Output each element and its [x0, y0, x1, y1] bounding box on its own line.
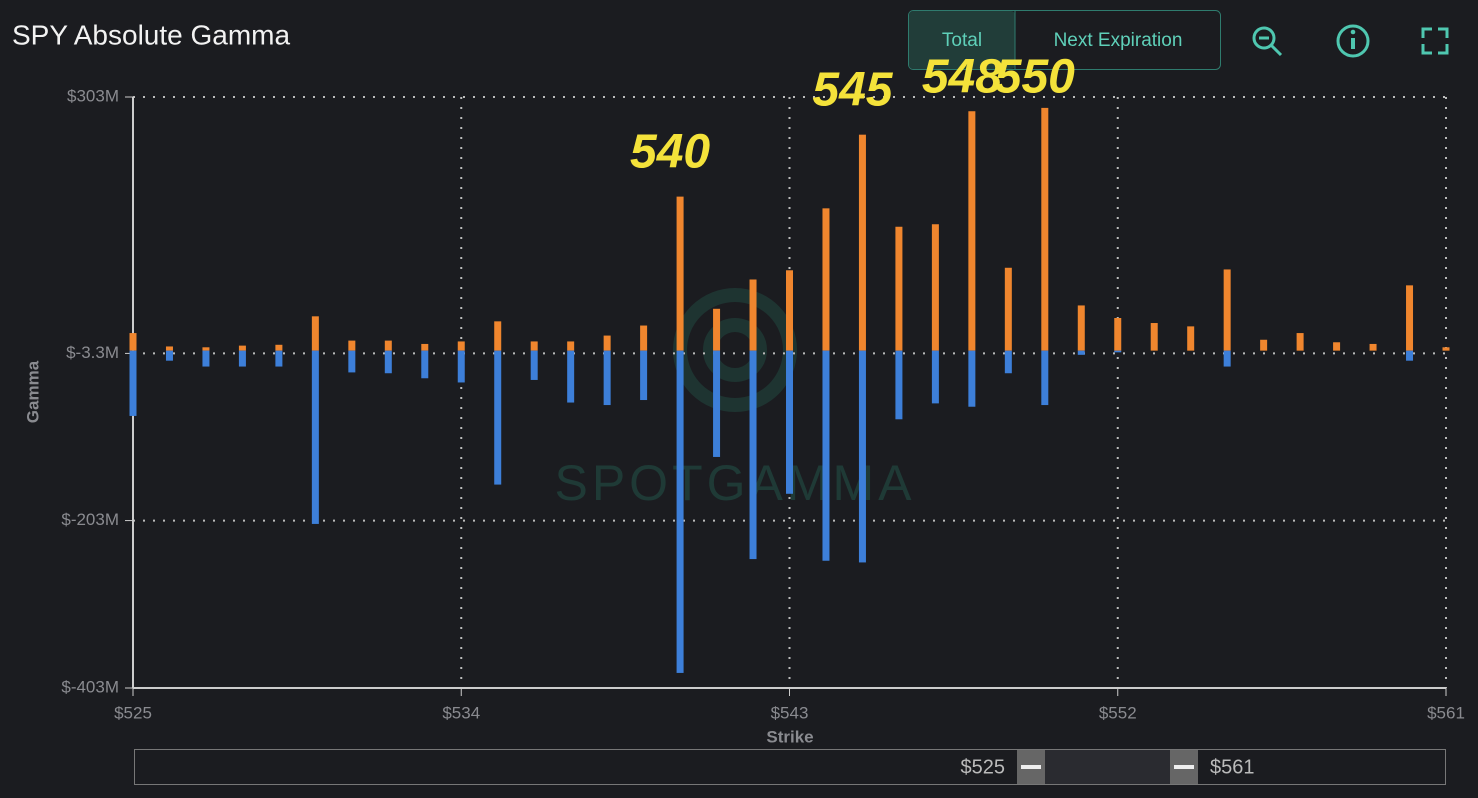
bar [457, 341, 465, 351]
toggle-active[interactable] [909, 11, 1015, 69]
x-tick-label: $561 [1427, 703, 1465, 722]
bar [129, 350, 137, 416]
bar [786, 270, 793, 351]
x-axis-label: Strike [766, 727, 813, 746]
bar [895, 226, 903, 351]
bar [567, 350, 575, 403]
bar [202, 350, 210, 367]
bar [895, 350, 903, 420]
bar [1369, 343, 1377, 351]
annotation: 540 [630, 125, 710, 178]
y-tick-label: $-203M [61, 510, 119, 529]
zoom-icon[interactable] [1252, 26, 1283, 57]
bar [931, 224, 939, 351]
bar [1004, 267, 1012, 351]
bar [858, 350, 866, 563]
bar [238, 345, 246, 351]
bar [494, 321, 502, 351]
bar [384, 350, 392, 374]
bar [311, 316, 319, 351]
bar [384, 340, 392, 351]
info-icon[interactable] [1336, 24, 1370, 58]
range-selection[interactable] [1045, 750, 1170, 784]
bar [421, 343, 429, 351]
bar [165, 346, 173, 351]
bar [1296, 333, 1304, 351]
bar [1406, 285, 1414, 351]
bar [1114, 317, 1122, 351]
y-tick-label: $-403M [61, 677, 119, 696]
bar [567, 341, 575, 351]
bar [713, 308, 721, 351]
bar [1406, 350, 1414, 361]
y-axis-label: Gamma [23, 360, 42, 423]
bar [1114, 350, 1122, 353]
annotation: 550 [995, 51, 1075, 104]
bar [640, 325, 648, 351]
annotation: 545 [812, 63, 893, 116]
bar [713, 350, 721, 457]
bar [749, 279, 757, 351]
bar [457, 350, 465, 383]
watermark: SPOTGAMMA [554, 455, 915, 511]
x-tick-label: $552 [1099, 703, 1137, 722]
bar [1041, 107, 1049, 351]
bar [311, 350, 319, 524]
bar [676, 350, 684, 673]
bar [1223, 269, 1231, 351]
bar [1333, 342, 1341, 351]
bar [676, 196, 684, 351]
bar [1004, 350, 1012, 374]
toggle-button[interactable]: Next Expiration [1054, 30, 1183, 51]
range-label: $525 [961, 756, 1006, 778]
x-tick-label: $543 [771, 703, 809, 722]
y-tick-label: $303M [67, 86, 119, 105]
bar [238, 350, 246, 367]
bar [968, 111, 976, 351]
bar [275, 344, 283, 351]
bar [603, 350, 611, 406]
bar [1041, 350, 1049, 406]
bar [129, 333, 137, 351]
bar [931, 350, 939, 404]
bar [1260, 339, 1268, 351]
bar [749, 350, 757, 560]
bar [348, 340, 356, 351]
bar [822, 208, 830, 351]
bar [1077, 305, 1085, 351]
bar [640, 350, 648, 401]
range-label: $561 [1210, 756, 1255, 778]
annotation: 548 [922, 51, 1002, 104]
bar [348, 350, 356, 373]
toggle-group [908, 10, 1221, 70]
bar [1442, 347, 1450, 351]
bar [530, 350, 538, 380]
bar [494, 350, 502, 485]
bar [1223, 350, 1231, 367]
bar [1077, 350, 1085, 355]
bar [202, 347, 210, 351]
toggle-button[interactable]: Total [942, 30, 982, 51]
range-handle[interactable] [1170, 750, 1198, 784]
bar [1187, 326, 1195, 351]
bar [165, 350, 173, 361]
x-tick-label: $525 [114, 703, 152, 722]
bar [1150, 323, 1158, 351]
bar [421, 350, 429, 379]
chart-title: SPY Absolute Gamma [12, 19, 291, 50]
x-tick-label: $534 [442, 703, 480, 722]
bar [858, 134, 866, 351]
bar [968, 350, 976, 407]
range-handle[interactable] [1017, 750, 1045, 784]
bar [530, 341, 538, 351]
range-slider[interactable] [134, 749, 1446, 785]
bar [822, 350, 830, 561]
bar [275, 350, 283, 367]
bar [603, 335, 611, 351]
bar [786, 350, 793, 494]
y-tick-label: $-3.3M [66, 343, 119, 362]
fullscreen-icon[interactable] [1421, 27, 1449, 55]
